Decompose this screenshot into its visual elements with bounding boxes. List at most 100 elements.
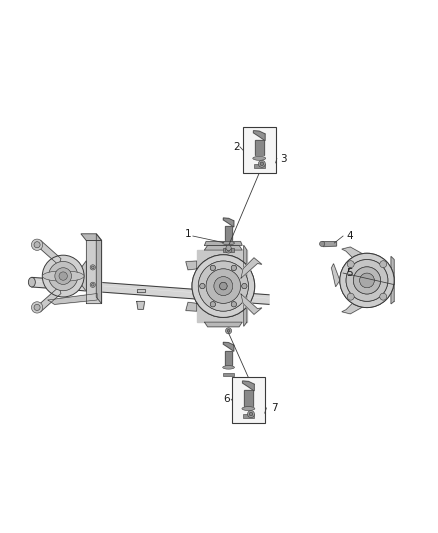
Circle shape [340,253,394,308]
Circle shape [198,261,248,311]
Polygon shape [186,261,197,270]
Circle shape [360,273,374,288]
Circle shape [346,260,388,301]
Circle shape [226,247,232,253]
Circle shape [249,413,253,416]
Polygon shape [332,264,340,287]
Ellipse shape [223,366,234,369]
Circle shape [347,293,354,300]
Polygon shape [205,245,242,250]
Circle shape [210,302,215,307]
Polygon shape [80,261,86,292]
Text: 4: 4 [346,231,353,241]
Polygon shape [186,302,197,311]
Polygon shape [32,277,269,304]
Circle shape [34,304,40,310]
Bar [223,373,233,376]
Bar [243,414,254,418]
Circle shape [380,293,387,300]
Ellipse shape [242,407,255,410]
Text: 7: 7 [271,403,278,413]
Circle shape [32,302,43,313]
Circle shape [198,261,248,311]
Bar [223,248,233,252]
Circle shape [219,282,227,290]
Circle shape [49,262,78,290]
Circle shape [92,284,94,286]
Polygon shape [225,227,233,240]
Circle shape [90,265,95,270]
Circle shape [226,245,231,251]
Polygon shape [96,234,102,303]
Circle shape [34,241,40,248]
Circle shape [192,255,254,318]
Polygon shape [33,287,61,312]
Circle shape [242,284,247,289]
Polygon shape [391,256,394,304]
Bar [232,377,265,423]
Polygon shape [244,245,247,326]
Circle shape [258,160,265,167]
Circle shape [242,284,247,289]
Polygon shape [223,342,234,351]
Circle shape [214,277,233,295]
Ellipse shape [253,156,266,160]
Polygon shape [241,294,262,314]
Polygon shape [223,218,234,227]
Polygon shape [205,241,242,245]
Text: 6: 6 [223,394,230,404]
Circle shape [380,261,387,268]
Circle shape [231,265,237,271]
Polygon shape [225,351,233,365]
Circle shape [227,249,230,252]
Polygon shape [86,240,102,303]
Ellipse shape [223,241,234,245]
Text: 3: 3 [280,154,287,164]
Circle shape [55,268,71,285]
Polygon shape [137,302,145,309]
Circle shape [210,265,215,271]
Circle shape [340,253,394,308]
Circle shape [353,267,381,294]
Circle shape [231,265,237,271]
Text: 1: 1 [185,229,192,239]
Circle shape [192,255,254,318]
Circle shape [210,302,215,307]
Circle shape [227,329,230,332]
Polygon shape [254,131,265,141]
Circle shape [200,284,205,289]
Bar [254,164,265,168]
Circle shape [360,273,374,288]
Circle shape [346,260,388,301]
Polygon shape [205,322,242,327]
Polygon shape [48,294,97,304]
Circle shape [347,261,354,268]
Ellipse shape [320,241,325,246]
Polygon shape [342,299,369,314]
Circle shape [200,284,205,289]
Circle shape [206,269,240,303]
Circle shape [90,282,95,287]
Polygon shape [33,240,61,265]
Circle shape [353,267,381,294]
Circle shape [59,272,67,280]
Circle shape [32,239,43,251]
Ellipse shape [42,271,84,281]
Polygon shape [322,241,336,246]
Circle shape [219,282,227,290]
Polygon shape [243,381,254,391]
Circle shape [231,302,237,307]
Circle shape [42,255,84,297]
Circle shape [247,410,254,417]
Text: 5: 5 [346,268,353,278]
Ellipse shape [28,277,35,287]
Polygon shape [244,390,253,406]
Polygon shape [342,247,369,262]
Text: 2: 2 [233,142,240,152]
Circle shape [206,269,240,303]
Circle shape [92,266,94,269]
Polygon shape [81,234,102,240]
Polygon shape [197,250,247,322]
Polygon shape [241,258,262,278]
Polygon shape [137,289,145,292]
